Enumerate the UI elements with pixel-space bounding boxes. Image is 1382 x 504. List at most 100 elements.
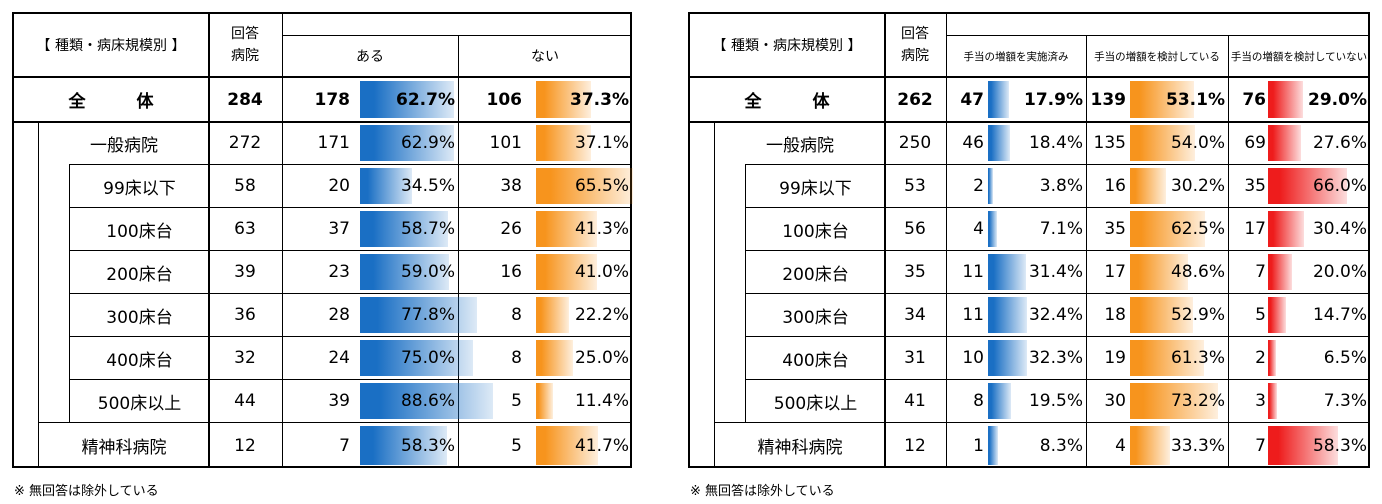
pct-label: 27.6% [1312,133,1367,153]
pct-label: 34.5% [400,176,455,196]
row-line-4 [745,250,1370,251]
header-bottom-line [688,76,1370,78]
pct-label: 29.0% [1308,89,1367,110]
pct-label: 58.3% [1312,435,1367,456]
resp-count: 36 [234,305,256,325]
count-cell: 8 [511,348,522,368]
pct-bar [1268,211,1305,247]
row-line-3 [745,207,1370,208]
row-line-6 [745,336,1370,337]
pct-label: 19.5% [1028,391,1083,411]
pct-bar [988,81,1010,118]
table-left: 【 種類・病床規模別 】回答 病院 ある ない全 体 284 178 62.7% 106 37.… [12,12,633,468]
pct-label: 59.0% [400,262,455,282]
total-bottom-line [12,121,632,123]
pct-label: 52.9% [1170,305,1225,325]
count-cell: 28 [328,305,350,325]
row-line-2 [69,164,632,165]
resp-count: 12 [234,435,256,456]
count-cell: 23 [328,262,350,282]
pct-bar [1130,125,1195,161]
pct-label: 7.1% [1039,219,1083,239]
count-cell: 1 [973,435,984,456]
pct-bar [360,254,449,290]
pct-bar [1130,211,1205,247]
count-cell: 101 [489,133,522,153]
row-label: 500床以上 [97,393,182,414]
pct-bar [1130,168,1167,204]
pct-label: 37.1% [574,133,629,153]
resp-count: 63 [234,219,256,239]
count-cell: 47 [960,89,984,110]
row-label: 300床台 [106,307,173,328]
row-label: 300床台 [782,307,849,328]
pct-label: 88.6% [400,391,455,411]
count-cell: 16 [500,262,522,282]
pct-bar [1268,81,1303,118]
row-line-7 [69,379,632,380]
row-line-3 [69,207,632,208]
col-header-1: 手当の増額を検討している [1094,50,1220,63]
pct-label: 54.0% [1170,133,1225,153]
pct-bar [988,297,1027,333]
row-label: 100床台 [782,221,849,242]
row-label: 全 体 [68,92,154,112]
count-cell: 38 [500,176,522,196]
pct-label: 14.7% [1312,305,1367,325]
pct-bar [360,125,455,161]
count-cell: 5 [511,435,522,456]
pct-label: 30.4% [1312,219,1367,239]
pct-label: 25.0% [574,348,629,368]
pct-label: 20.0% [1312,262,1367,282]
frame-left [12,12,14,468]
count-cell: 5 [1255,305,1266,325]
count-cell: 19 [1104,348,1126,368]
row-label: 99床以下 [103,178,176,199]
count-cell: 35 [1244,176,1266,196]
row-label: 一般病院 [90,135,158,156]
pct-label: 41.7% [574,435,629,456]
resp-header: 回答 病院 [208,14,282,76]
pct-label: 30.2% [1170,176,1225,196]
resp-count: 44 [234,391,256,411]
pct-label: 17.9% [1024,89,1083,110]
resp-header: 回答 病院 [884,14,946,76]
pct-label: 41.0% [574,262,629,282]
pct-label: 58.7% [400,219,455,239]
resp-count: 272 [228,133,262,153]
pct-label: 32.4% [1028,305,1083,325]
pct-label: 73.2% [1170,391,1225,411]
count-cell: 11 [962,262,984,282]
resp-header-line-1: 病院 [901,48,929,64]
col-line-0-top [282,12,283,35]
pct-label: 65.5% [574,176,629,196]
resp-col-line [208,12,210,468]
pct-bar [536,125,591,161]
count-cell: 39 [328,391,350,411]
pct-bar [1268,426,1338,465]
count-cell: 7 [1255,435,1266,456]
row-label: 100床台 [106,221,173,242]
pct-bar [1268,340,1276,376]
resp-count: 32 [234,348,256,368]
pct-label: 3.8% [1039,176,1083,196]
pct-label: 77.8% [400,305,455,325]
count-cell: 35 [1104,219,1126,239]
pct-bar [1130,426,1170,465]
pct-bar [536,383,553,419]
pct-bar [360,426,448,465]
col-header-0: ある [356,49,384,65]
pct-bar [536,168,633,204]
count-cell: 7 [1255,262,1266,282]
count-cell: 3 [1255,391,1266,411]
pct-bar [536,81,592,118]
resp-count: 250 [898,133,932,153]
pct-bar [1130,81,1194,118]
count-cell: 17 [1244,219,1266,239]
resp-count: 262 [897,89,933,110]
count-cell: 8 [511,305,522,325]
col-line-1 [458,35,459,468]
row-label: 一般病院 [766,135,834,156]
frame-left [688,12,690,468]
col-header-2: 手当の増額を検討していない [1230,50,1368,63]
